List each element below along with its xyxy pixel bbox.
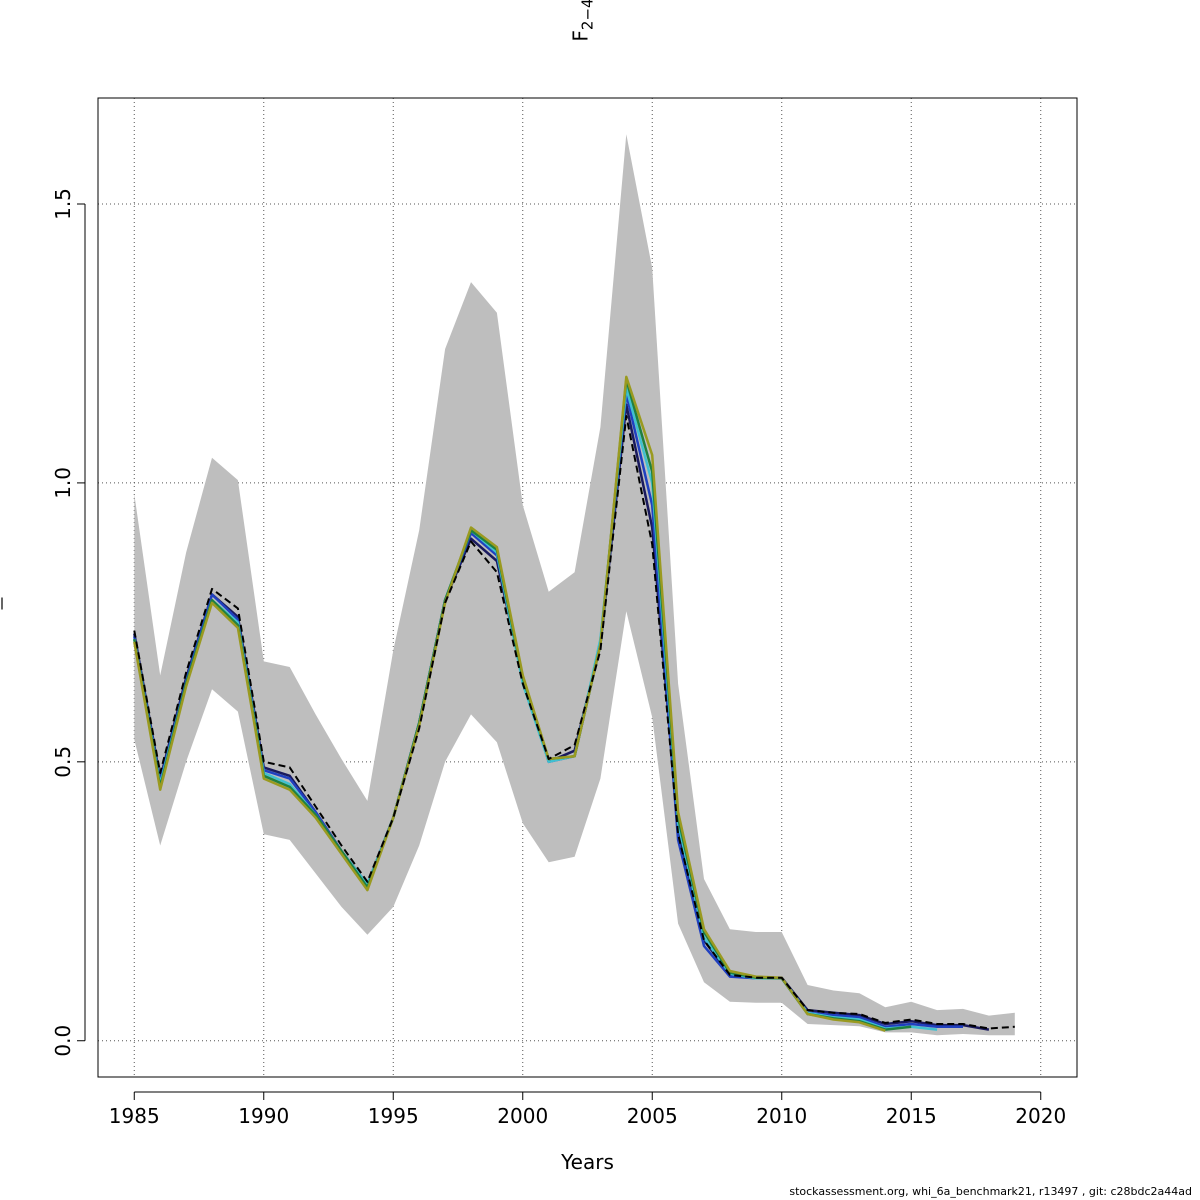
y-axis: 0.0 0.5 1.0 1.5 — [51, 188, 86, 1057]
confidence-band — [134, 134, 1015, 1036]
confidence-band-group — [134, 134, 1015, 1036]
y-tick-label: 0.5 — [51, 746, 75, 778]
y-tick-label: 1.5 — [51, 188, 75, 220]
y-tick-label: 1.0 — [51, 467, 75, 499]
x-tick-label: 1985 — [109, 1104, 160, 1128]
x-tick-label: 2020 — [1015, 1104, 1066, 1128]
x-tick-label: 2000 — [497, 1104, 548, 1128]
y-axis-title-main: F — [569, 30, 593, 42]
series-group — [133, 375, 1015, 1032]
y-axis-title-subscript: 2−4 — [579, 0, 597, 30]
x-axis: 1985 1990 1995 2000 2005 2010 2015 2020 — [109, 1091, 1066, 1128]
series-line-6 — [133, 415, 1015, 1030]
x-tick-label: 1995 — [368, 1104, 419, 1128]
x-tick-label: 1990 — [238, 1104, 289, 1128]
x-tick-label: 2005 — [627, 1104, 678, 1128]
y-axis-title: F2−4 — [569, 0, 597, 42]
x-tick-label: 2015 — [886, 1104, 937, 1128]
series-line-1 — [133, 403, 990, 1031]
y-tick-label: 0.0 — [51, 1025, 75, 1057]
x-axis-title: Years — [560, 1150, 614, 1174]
plot-frame — [97, 97, 1078, 1078]
x-tick-label: 2010 — [756, 1104, 807, 1128]
footer-credit: stockassessment.org, whi_6a_benchmark21,… — [789, 1185, 1192, 1198]
